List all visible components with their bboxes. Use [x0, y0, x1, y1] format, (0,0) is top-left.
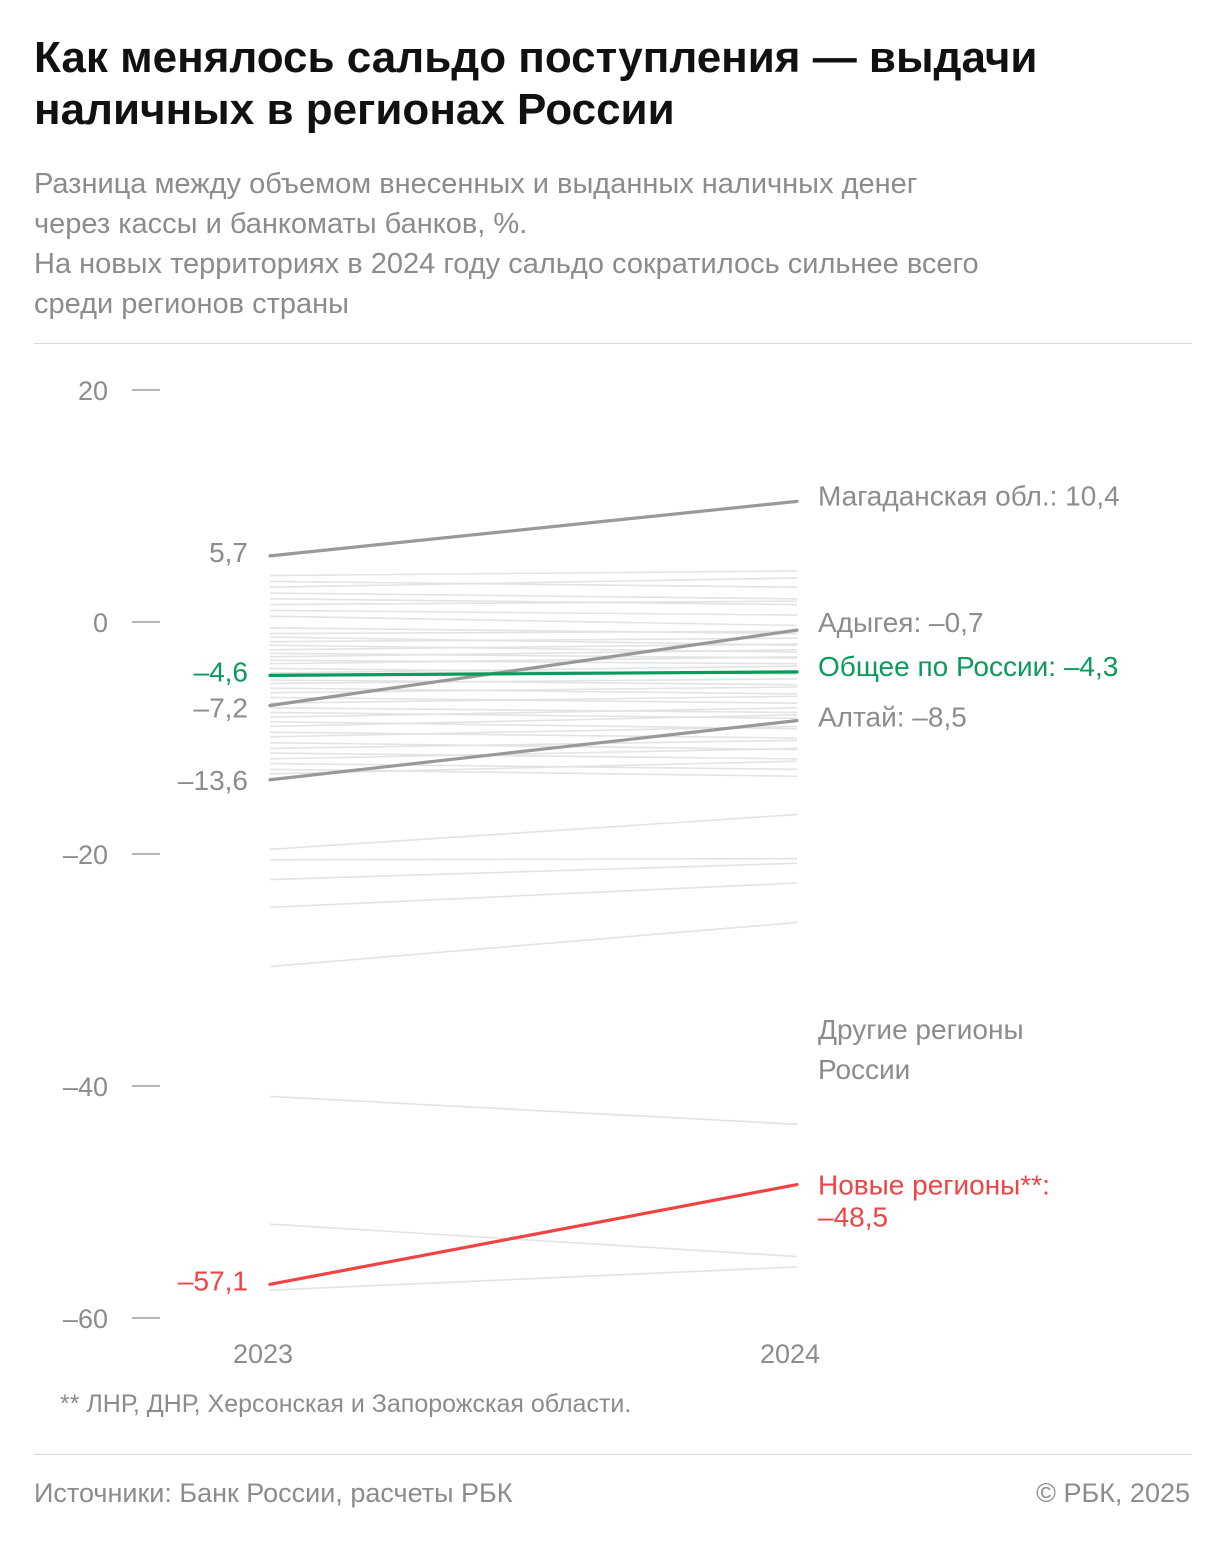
other-regions-label: России	[818, 1054, 910, 1085]
copyright: © РБК, 2025	[1036, 1478, 1190, 1508]
series-end-label: Общее по России: –4,3	[818, 651, 1118, 682]
y-tick-label: 20	[78, 376, 108, 406]
chart-title: Как менялось сальдо поступления — выдачи…	[34, 33, 1038, 134]
other-region-line	[269, 921, 798, 968]
other-region-line	[269, 649, 798, 658]
other-region-line	[269, 813, 798, 851]
series-start-label: –13,6	[178, 765, 248, 796]
series-line	[268, 1182, 799, 1286]
subtitle-line-4: среди регионов страны	[34, 288, 349, 320]
other-region-line	[269, 609, 798, 616]
other-region-line	[269, 643, 798, 651]
other-region-line	[269, 665, 798, 674]
other-regions-label: Другие регионы	[818, 1014, 1024, 1045]
series-end-label: Магаданская обл.: 10,4	[818, 480, 1120, 511]
other-region-line	[269, 659, 798, 665]
other-region-line	[269, 1095, 798, 1126]
highlighted-lines	[268, 499, 799, 1286]
other-region-line	[269, 762, 798, 771]
other-region-line	[269, 686, 798, 694]
series-line	[268, 628, 799, 708]
other-region-line	[269, 1266, 798, 1291]
other-region-line	[269, 615, 798, 627]
series-labels: 5,7 Магаданская обл.: 10,4 –7,2 Адыгея: –0,…	[178, 480, 1120, 1296]
series-end-label: Новые регионы**:	[818, 1170, 1050, 1201]
bottom-divider	[34, 1454, 1192, 1455]
series-start-label: –7,2	[194, 693, 249, 724]
other-region-line	[269, 630, 798, 635]
other-region-line	[269, 600, 798, 606]
other-region-line	[269, 570, 798, 577]
other-region-line	[269, 882, 798, 909]
other-region-line	[269, 577, 798, 588]
other-region-line	[269, 679, 798, 686]
other-region-line	[269, 747, 798, 760]
other-region-line	[269, 862, 798, 881]
x-axis: 2023 2024	[233, 1339, 820, 1369]
y-tick-label: –20	[63, 840, 108, 870]
other-region-line	[269, 687, 798, 695]
subtitle-line-3: На новых территориях в 2024 году сальдо …	[34, 248, 979, 280]
other-region-line	[269, 656, 798, 665]
other-region-line	[269, 592, 798, 600]
x-tick-label: 2023	[233, 1339, 293, 1369]
series-line	[268, 718, 799, 782]
footnote: ** ЛНР, ДНР, Херсонская и Запорожская об…	[60, 1390, 632, 1418]
series-start-label: –57,1	[178, 1265, 248, 1296]
y-axis: 20 0 –20 –40 –60	[63, 376, 160, 1334]
series-end-label: –48,5	[818, 1202, 888, 1233]
other-region-line	[269, 707, 798, 714]
y-tick-label: –40	[63, 1072, 108, 1102]
other-regions-lines	[269, 570, 798, 1291]
other-region-line	[269, 714, 798, 728]
subtitle-line-1: Разница между объемом внесенных и выданн…	[34, 168, 918, 200]
other-region-line	[269, 725, 798, 738]
series-end-label: Адыгея: –0,7	[818, 607, 984, 638]
subtitle-line-2: через кассы и банкоматы банков, %.	[34, 208, 528, 240]
x-tick-label: 2024	[760, 1339, 820, 1369]
other-region-line	[269, 752, 798, 760]
other-region-line	[269, 580, 798, 588]
other-region-line	[269, 637, 798, 643]
series-start-label: 5,7	[209, 537, 248, 568]
other-region-line	[269, 1223, 798, 1258]
other-region-line	[269, 739, 798, 750]
other-region-line	[269, 857, 798, 861]
y-tick-label: 0	[93, 608, 108, 638]
other-region-line	[269, 678, 798, 685]
series-line	[268, 499, 799, 558]
other-region-line	[269, 707, 798, 718]
other-region-line	[269, 627, 798, 635]
other-region-line	[269, 741, 798, 751]
series-end-label: Алтай: –8,5	[818, 702, 967, 733]
series-line	[268, 670, 799, 677]
other-region-line	[269, 598, 798, 606]
source-note: Источники: Банк России, расчеты РБК	[34, 1478, 513, 1508]
top-divider	[34, 343, 1192, 344]
chart-subtitle: Разница между объемом внесенных и выданн…	[34, 164, 1194, 324]
y-tick-label: –60	[63, 1304, 108, 1334]
other-region-line	[269, 695, 798, 704]
other-region-line	[269, 760, 798, 775]
other-region-line	[269, 731, 798, 739]
slope-chart: 20 0 –20 –40 –60 2023 2024 5,7 Магаданская обл…	[63, 376, 1120, 1369]
series-start-label: –4,6	[194, 656, 249, 687]
